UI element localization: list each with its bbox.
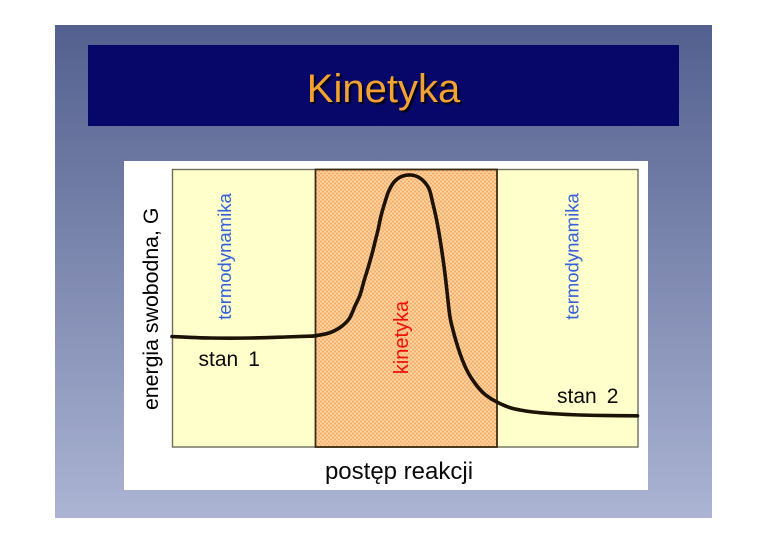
svg-text:energia swobodna, G: energia swobodna, G [139, 208, 163, 410]
svg-text:termodynamika: termodynamika [562, 193, 583, 320]
svg-text:kinetyka: kinetyka [391, 300, 413, 374]
svg-text:stan 2: stan 2 [557, 385, 618, 408]
svg-text:postęp reakcji: postęp reakcji [325, 458, 473, 485]
svg-text:stan 1: stan 1 [199, 348, 260, 371]
svg-text:termodynamika: termodynamika [214, 193, 235, 320]
